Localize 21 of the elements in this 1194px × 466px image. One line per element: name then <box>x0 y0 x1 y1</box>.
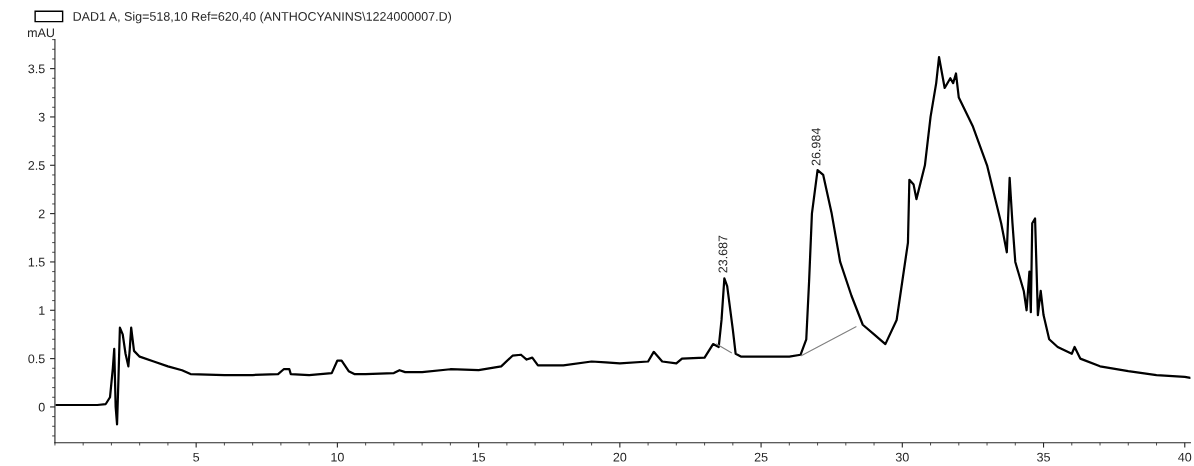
y-axis-title: mAU <box>27 28 54 38</box>
x-tick-label: 35 <box>1037 452 1050 462</box>
annotation: 26.984 <box>811 128 821 166</box>
x-tick-label: 15 <box>472 452 486 462</box>
x-tick-label: 25 <box>754 452 768 462</box>
y-tick-label: 2.5 <box>28 161 45 170</box>
x-tick-label: 30 <box>895 452 909 462</box>
x-tick-label: 10 <box>331 452 344 462</box>
legend-label: DAD1 A, Sig=518,10 Ref=620,40 (ANTHOCYANINS\1224000007.D) <box>73 11 452 24</box>
y-tick-label: 3 <box>38 112 45 122</box>
y-tick-label: 1 <box>39 306 45 315</box>
x-tick-label: 5 <box>193 452 200 462</box>
y-tick-label: 2 <box>38 209 45 219</box>
y-tick-label: 3.5 <box>28 64 45 74</box>
y-tick-label: 1.5 <box>28 257 45 267</box>
x-tick-label: 20 <box>613 452 627 462</box>
x-tick-label: 40 <box>1178 452 1192 462</box>
line-series <box>55 55 1191 426</box>
y-tick-label: 0.5 <box>28 354 45 364</box>
y-tick-label: 0 <box>38 402 45 412</box>
annotation: 23.687 <box>718 235 728 273</box>
